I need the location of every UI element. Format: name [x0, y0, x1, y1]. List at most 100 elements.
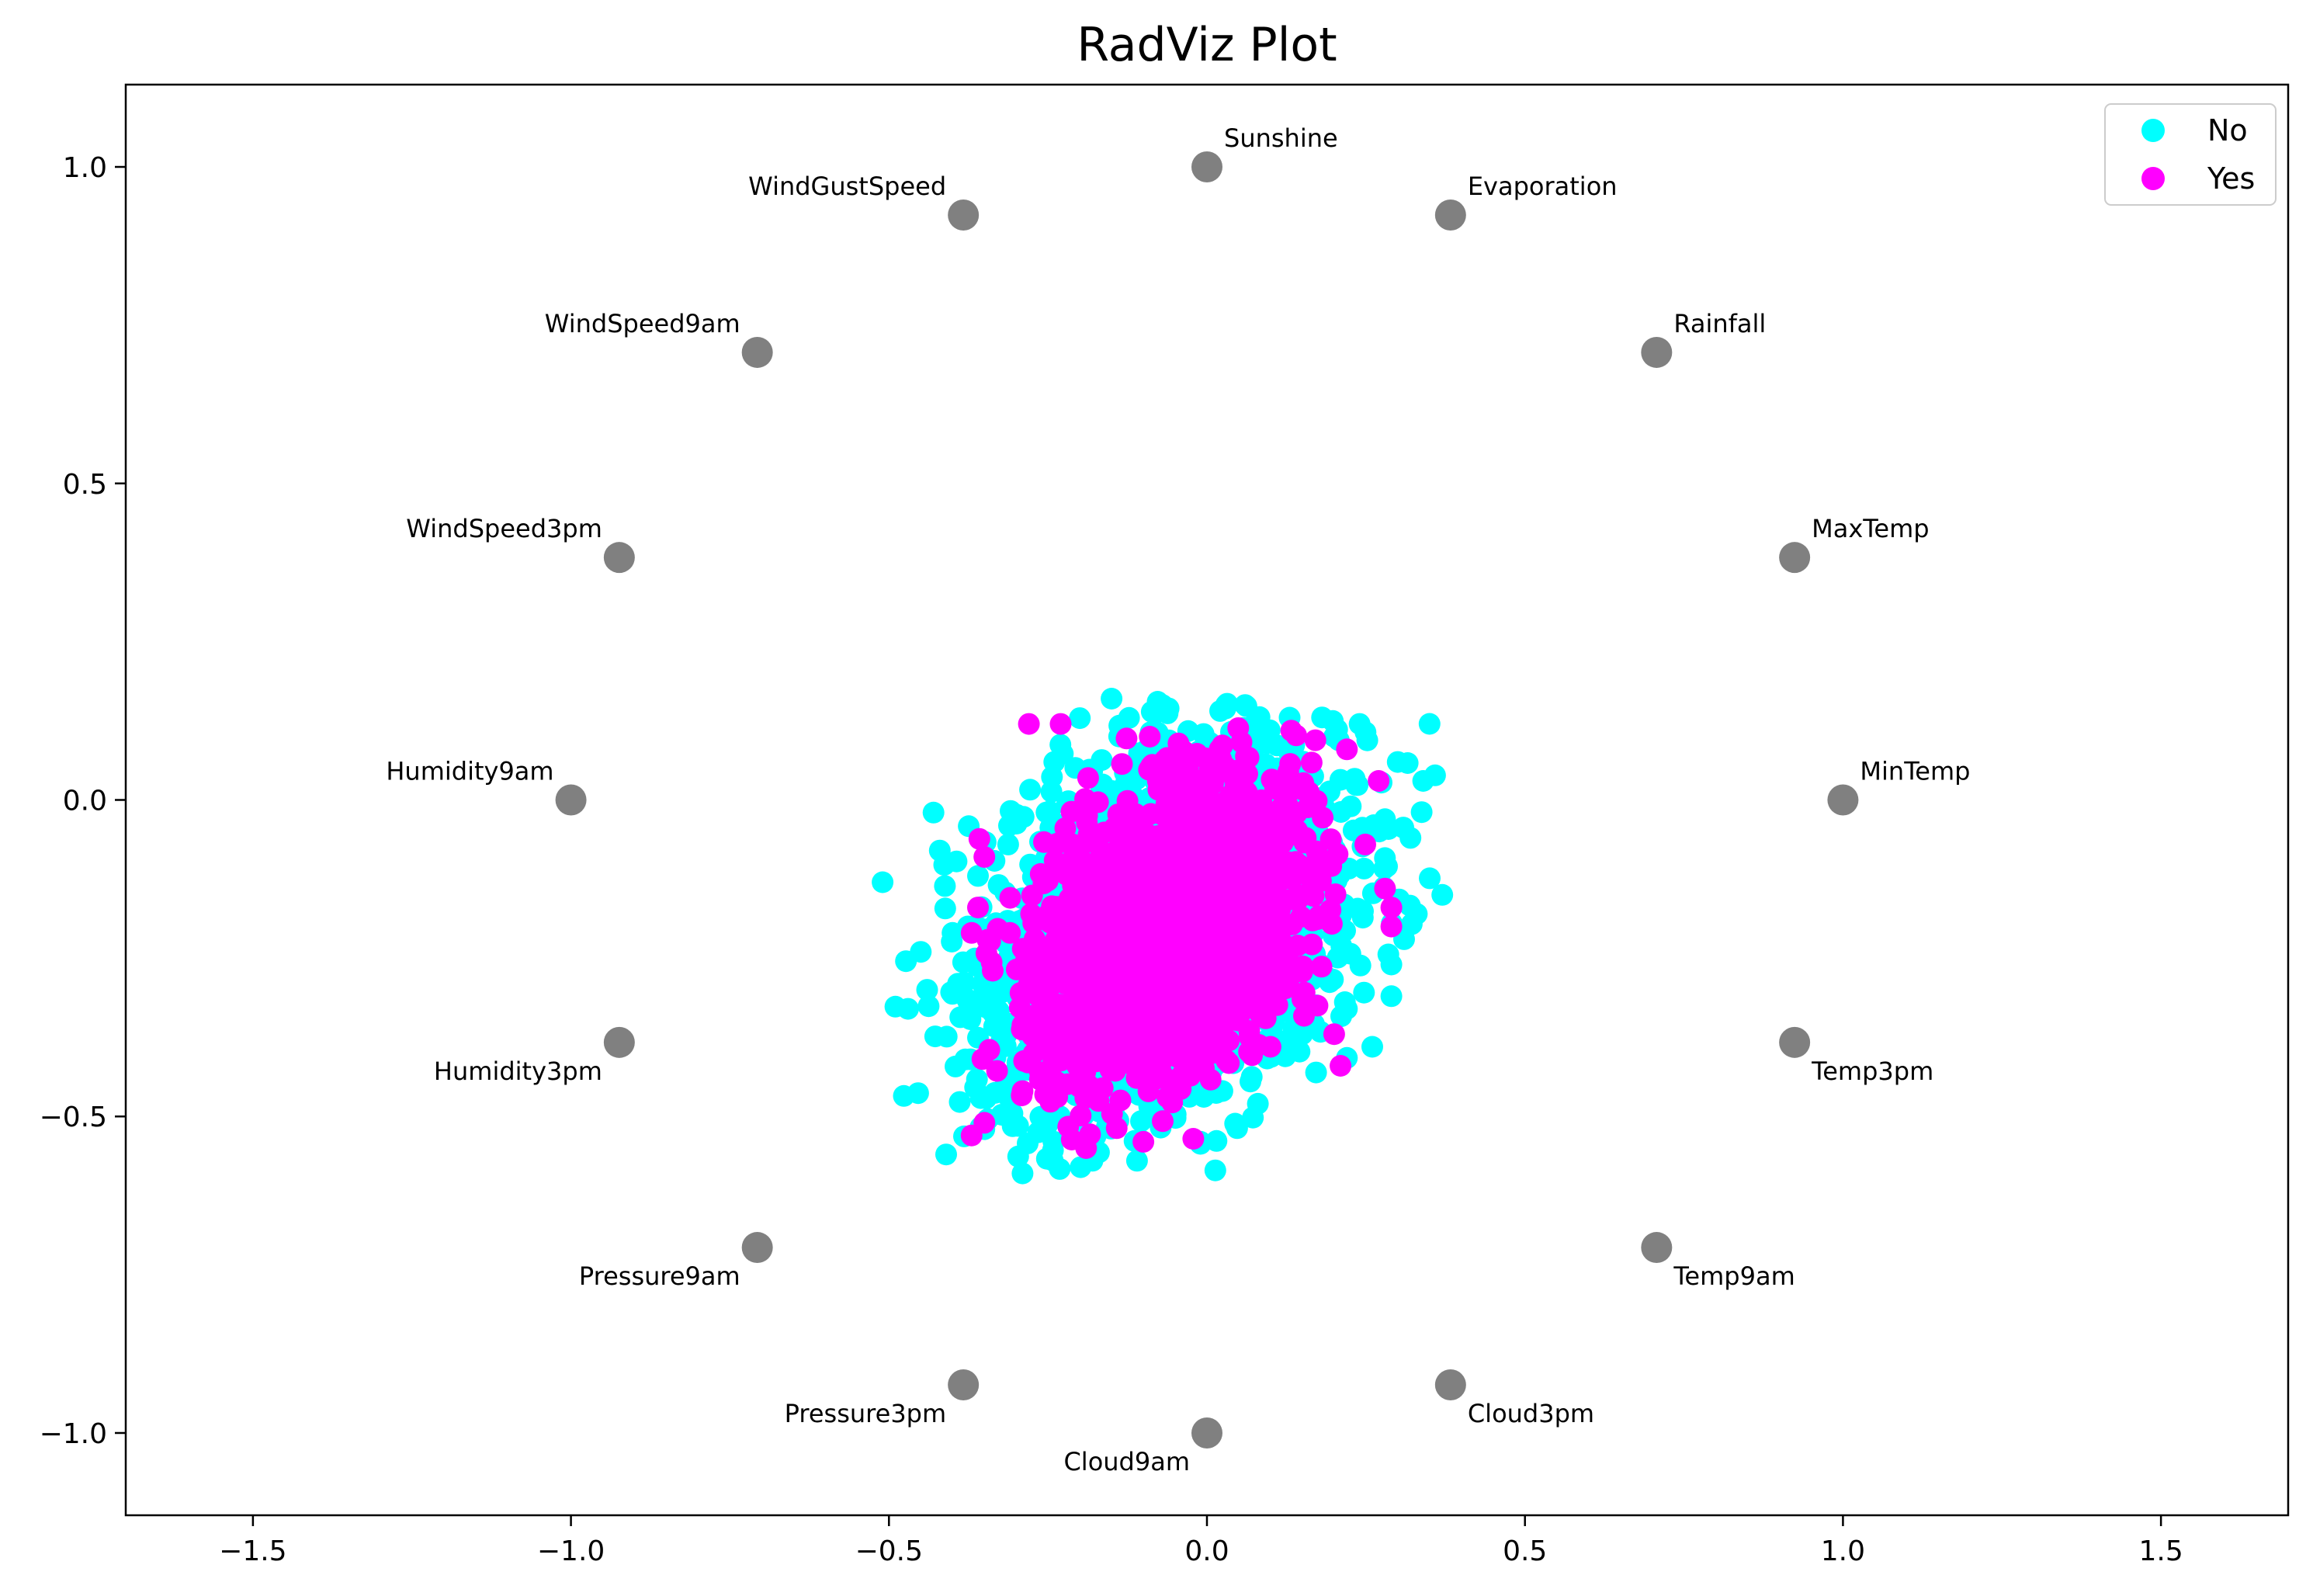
point-yes [1018, 713, 1040, 735]
anchor-label: Rainfall [1673, 309, 1766, 338]
point-no [1322, 710, 1344, 732]
point-yes [1274, 813, 1297, 835]
point-no [941, 983, 964, 1005]
point-no [983, 1081, 1006, 1104]
anchor-point [1434, 1369, 1466, 1401]
point-yes [978, 1039, 1000, 1061]
point-yes [986, 1060, 1008, 1082]
point-no [1204, 1159, 1226, 1181]
point-yes [1374, 877, 1396, 900]
point-no [1043, 751, 1066, 773]
point-no [1406, 903, 1428, 925]
point-yes [1304, 856, 1326, 879]
point-no [1011, 1162, 1034, 1185]
point-no [1374, 808, 1396, 831]
point-no [1361, 1036, 1383, 1058]
point-yes [1154, 1046, 1177, 1069]
point-yes [1186, 743, 1209, 765]
point-no [1345, 774, 1368, 796]
x-tick-label: −1.5 [219, 1535, 286, 1567]
point-yes [1257, 873, 1279, 895]
point-yes [1120, 987, 1143, 1010]
point-yes [1257, 810, 1279, 833]
point-yes [1163, 1069, 1186, 1091]
point-yes [1123, 841, 1146, 863]
point-yes [1111, 818, 1133, 840]
legend-item-no[interactable]: No [2141, 113, 2248, 147]
point-yes [1036, 940, 1059, 963]
point-no [1431, 883, 1454, 906]
point-yes [1109, 919, 1132, 942]
legend-label: Yes [2207, 161, 2255, 196]
point-no [1380, 985, 1403, 1008]
point-yes [1052, 897, 1074, 920]
point-no [922, 801, 945, 824]
point-yes [1132, 1130, 1155, 1153]
point-no [1234, 694, 1257, 716]
point-yes [1368, 770, 1390, 792]
point-yes [1274, 934, 1296, 956]
point-yes [1209, 879, 1231, 901]
point-no [1247, 1092, 1269, 1115]
point-yes [1043, 849, 1066, 872]
anchor-point [741, 336, 773, 368]
point-no [1410, 801, 1433, 824]
y-tick-label: 0.0 [63, 786, 107, 817]
point-yes [1211, 933, 1233, 956]
point-no [1069, 707, 1091, 730]
point-yes [1182, 1128, 1205, 1150]
point-no [1386, 751, 1409, 773]
point-yes [1323, 1023, 1345, 1046]
point-yes [1091, 909, 1113, 931]
point-yes [1112, 1037, 1135, 1060]
point-yes [1184, 996, 1207, 1018]
point-no [1125, 1150, 1148, 1172]
point-yes [1155, 822, 1177, 845]
plot-area: MinTempMaxTempRainfallEvaporationSunshin… [386, 123, 1970, 1476]
point-no [934, 875, 956, 897]
anchor-point [1434, 199, 1466, 231]
point-yes [1285, 724, 1307, 747]
x-tick-label: 0.5 [1503, 1535, 1547, 1567]
series-yes [960, 713, 1403, 1159]
point-yes [960, 921, 983, 944]
point-no [1049, 734, 1072, 756]
point-no [967, 865, 989, 887]
point-no [949, 1006, 972, 1029]
point-yes [1142, 841, 1164, 864]
point-yes [1202, 845, 1225, 868]
point-no [1205, 1129, 1228, 1152]
legend[interactable]: No Yes [2104, 103, 2277, 206]
point-no [964, 1076, 987, 1098]
point-no [1353, 981, 1375, 1004]
y-tick-label: 1.0 [63, 152, 107, 184]
point-yes [1259, 1036, 1281, 1058]
point-no [1353, 857, 1375, 880]
point-yes [982, 959, 1004, 982]
point-yes [1175, 906, 1198, 928]
point-yes [1161, 1091, 1184, 1114]
point-yes [1076, 943, 1098, 965]
point-yes [1011, 1080, 1034, 1102]
legend-item-yes[interactable]: Yes [2141, 161, 2255, 196]
point-yes [1274, 959, 1297, 982]
point-yes [1070, 1058, 1092, 1081]
point-no [1336, 998, 1358, 1020]
point-no [1000, 800, 1021, 822]
point-yes [1276, 765, 1299, 787]
point-yes [1055, 917, 1077, 939]
anchor-label: Cloud9am [1063, 1447, 1190, 1476]
point-yes [1257, 958, 1280, 980]
anchor-point [948, 1369, 980, 1401]
point-yes [1264, 914, 1286, 937]
anchor-label: Temp3pm [1811, 1056, 1933, 1086]
point-yes [1135, 1008, 1157, 1030]
x-tick-label: 0.0 [1184, 1535, 1229, 1567]
point-no [896, 998, 919, 1020]
point-yes [1150, 968, 1172, 991]
point-yes [1063, 1004, 1085, 1027]
point-no [1040, 780, 1063, 803]
point-yes [1109, 1014, 1132, 1036]
axes: −1.5 −1.0 −0.5 0.0 0.5 1.0 1.5−1.0−0.50.00.51.… [40, 152, 2183, 1567]
